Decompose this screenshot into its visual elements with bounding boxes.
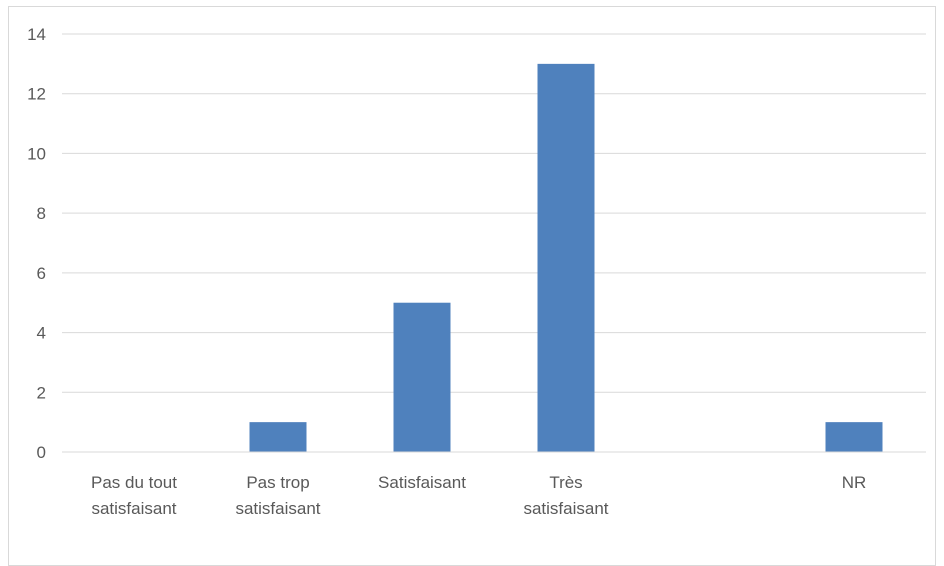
y-tick-label: 0 [37,443,46,462]
y-tick-label: 2 [37,383,46,402]
y-tick-label: 8 [37,204,46,223]
y-tick-label: 6 [37,264,46,283]
bar-nr [825,422,883,452]
x-category-label: satisfaisant [235,499,320,518]
x-category-label: Très [549,473,582,492]
x-category-label: Pas du tout [91,473,177,492]
bar-pas-trop-satisfaisant [249,422,307,452]
bars [249,63,883,452]
x-category-label: Satisfaisant [378,473,466,492]
y-axis-tick-labels: 0 2 4 6 8 10 12 14 [27,25,46,462]
y-tick-label: 10 [27,144,46,163]
y-tick-label: 4 [37,324,46,343]
y-tick-label: 14 [27,25,46,44]
gridlines [62,33,926,393]
x-category-label: satisfaisant [523,499,608,518]
x-category-label: NR [842,473,867,492]
bar-très-satisfaisant [537,63,595,452]
y-tick-label: 12 [27,85,46,104]
bar-satisfaisant [393,302,451,452]
chart-frame [8,6,936,566]
x-category-label: satisfaisant [91,499,176,518]
x-category-label: Pas trop [246,473,309,492]
bar-chart: 0 2 4 6 8 10 12 14 Pas du tout satisfaisant Pas t… [27,25,926,518]
x-axis-category-labels: Pas du tout satisfaisant Pas trop satisfais… [91,473,866,518]
